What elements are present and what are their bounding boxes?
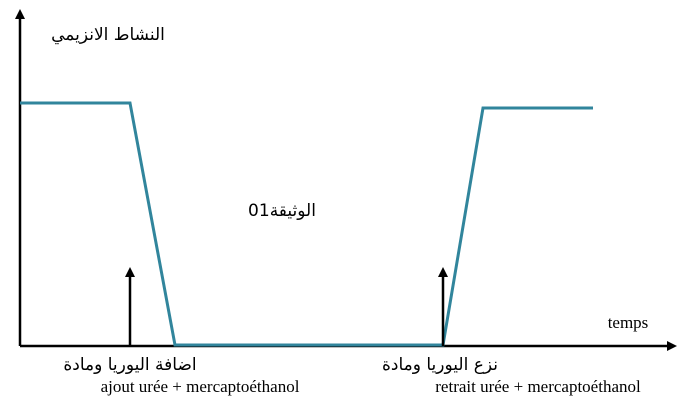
annotation-arabic: اضافة اليوريا ومادة — [63, 355, 196, 375]
annotation-french: ajout urée + mercaptoéthanol — [101, 377, 300, 396]
activity-curve — [20, 101, 593, 347]
x-axis-label: temps — [608, 313, 649, 332]
annotation-french: retrait urée + mercaptoéthanol — [435, 377, 641, 396]
y-axis-label: النشاط الانزيمي — [51, 25, 165, 45]
document-label: الوثيقة01 — [248, 201, 316, 221]
annotation-arabic: نزع اليوريا ومادة — [382, 355, 498, 375]
